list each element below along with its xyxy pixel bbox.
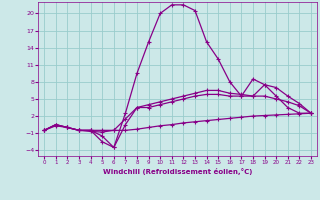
X-axis label: Windchill (Refroidissement éolien,°C): Windchill (Refroidissement éolien,°C) bbox=[103, 168, 252, 175]
